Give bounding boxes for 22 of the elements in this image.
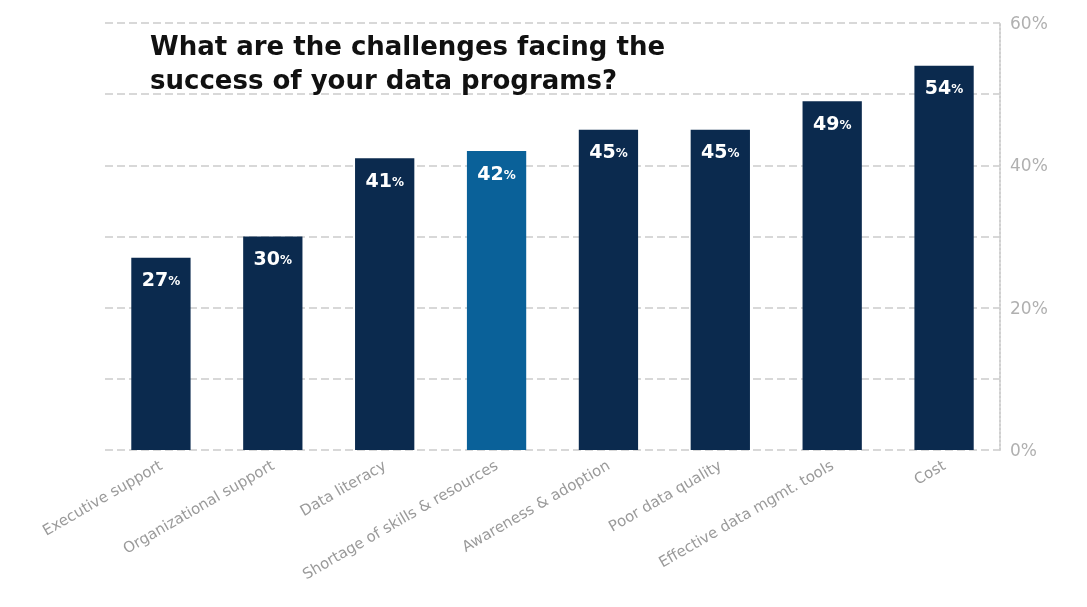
bar [466, 151, 527, 450]
data-label: 30% [253, 247, 293, 269]
data-label: 42% [477, 161, 516, 184]
bar [690, 129, 750, 450]
data-label: 41% [365, 168, 404, 191]
y-tick-label: 60% [1010, 13, 1048, 33]
y-tick-label: 40% [1010, 155, 1048, 176]
data-label: 27% [141, 268, 181, 291]
bar [578, 129, 639, 450]
x-tick-label: Cost [910, 456, 949, 489]
bar [914, 65, 974, 450]
data-label: 45% [701, 140, 740, 163]
bar [131, 257, 191, 450]
bar [243, 236, 303, 450]
data-label: 54% [924, 76, 964, 99]
y-tick-label: 20% [1010, 297, 1048, 318]
y-tick-label: 0% [1010, 440, 1037, 460]
data-label: 49% [812, 111, 852, 134]
data-label: 45% [589, 140, 628, 163]
bar [355, 158, 415, 450]
bar [802, 101, 862, 450]
text: What are the challenges facing the success of your data programs? [150, 31, 675, 95]
